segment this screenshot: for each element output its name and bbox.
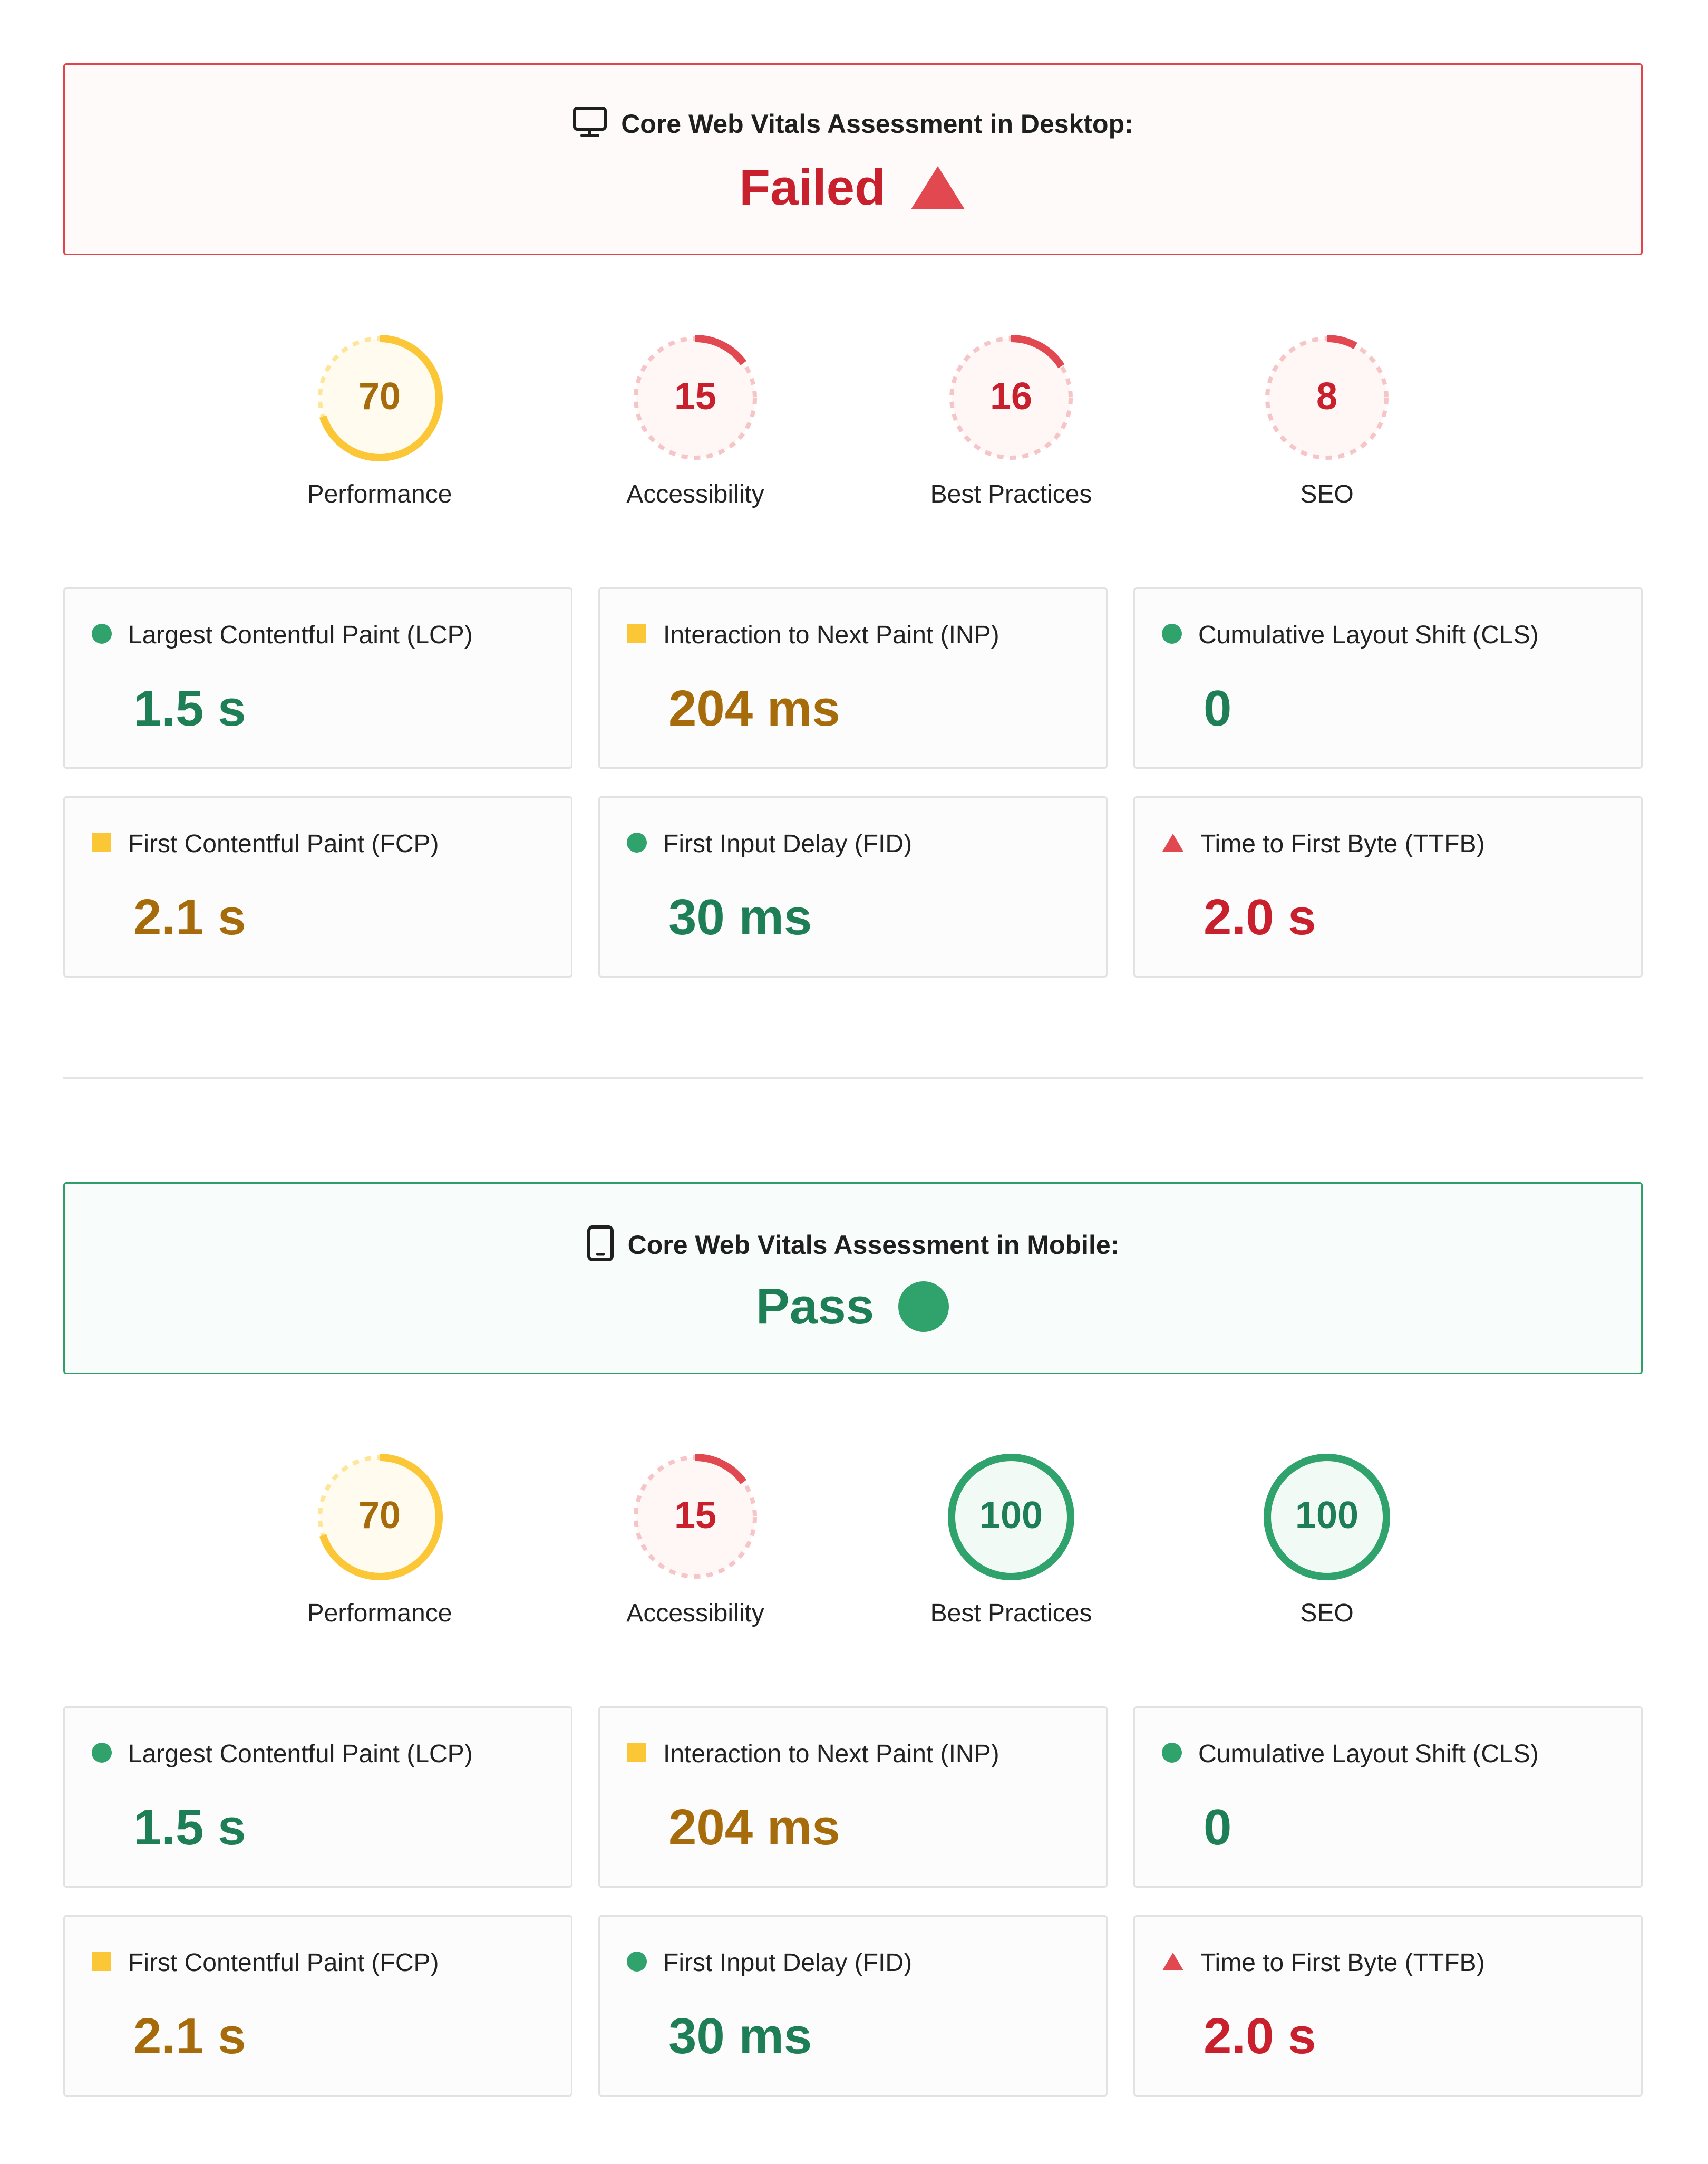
desktop-score-gauges: 70 Performance 15 Accessibility 16 Best …: [0, 332, 1708, 533]
score-gauge-best-practices: 16 Best Practices: [906, 332, 1117, 509]
metric-label: Interaction to Next Paint (INP): [663, 1740, 999, 1768]
score-gauge-best-practices: 100 Best Practices: [906, 1451, 1117, 1628]
desktop-assessment-banner: Core Web Vitals Assessment in Desktop: F…: [63, 63, 1643, 255]
section-divider: [63, 1077, 1643, 1079]
score-value: 15: [674, 375, 716, 418]
score-label: Accessibility: [626, 1599, 764, 1627]
metric-label: Cumulative Layout Shift (CLS): [1198, 621, 1539, 649]
mobile-assessment-banner: Core Web Vitals Assessment in Mobile: Pa…: [63, 1182, 1643, 1374]
metric-value: 30 ms: [668, 889, 812, 945]
warning-triangle-icon: [909, 164, 967, 211]
metric-value: 2.0 s: [1204, 889, 1316, 945]
score-value: 100: [979, 1494, 1043, 1537]
metric-card-cls: Cumulative Layout Shift (CLS) 0: [1133, 587, 1643, 769]
score-label: Performance: [307, 1599, 452, 1627]
rating-indicator-icon: [91, 1742, 112, 1766]
rating-indicator-icon: [91, 832, 112, 856]
metric-card-lcp: Largest Contentful Paint (LCP) 1.5 s: [63, 1706, 572, 1888]
metric-value: 1.5 s: [133, 680, 246, 737]
metric-value: 2.0 s: [1204, 2008, 1316, 2064]
metric-label: Cumulative Layout Shift (CLS): [1198, 1740, 1539, 1768]
metric-value: 2.1 s: [133, 2008, 246, 2064]
metric-value: 0: [1204, 680, 1232, 737]
metric-value: 30 ms: [668, 2008, 812, 2064]
mobile-assessment-title: Core Web Vitals Assessment in Mobile:: [627, 1230, 1120, 1260]
score-label: SEO: [1300, 1599, 1354, 1627]
score-value: 70: [358, 1494, 401, 1537]
score-gauge-accessibility: 15 Accessibility: [590, 332, 801, 509]
metric-label: Time to First Byte (TTFB): [1200, 830, 1485, 858]
rating-indicator-icon: [1161, 623, 1182, 647]
metric-card-ttfb: Time to First Byte (TTFB) 2.0 s: [1133, 796, 1643, 978]
metric-label: First Contentful Paint (FCP): [128, 1949, 439, 1977]
score-ring: 8: [1264, 335, 1390, 461]
metric-card-cls: Cumulative Layout Shift (CLS) 0: [1133, 1706, 1643, 1888]
score-label: Accessibility: [626, 480, 764, 508]
score-value: 70: [358, 375, 401, 418]
pass-circle-icon: [897, 1280, 950, 1333]
metric-label: Interaction to Next Paint (INP): [663, 621, 999, 649]
score-ring: 15: [632, 1454, 759, 1580]
rating-indicator-icon: [626, 623, 647, 647]
score-gauge-seo: 100 SEO: [1221, 1451, 1432, 1628]
metric-label: First Input Delay (FID): [663, 830, 913, 858]
score-ring: 70: [316, 335, 443, 461]
score-ring: 100: [1264, 1454, 1390, 1580]
mobile-assessment-status: Pass: [755, 1278, 875, 1335]
desktop-assessment-status: Failed: [739, 159, 886, 216]
metric-value: 204 ms: [668, 680, 840, 737]
metric-card-inp: Interaction to Next Paint (INP) 204 ms: [598, 587, 1108, 769]
score-ring: 100: [948, 1454, 1074, 1580]
rating-indicator-icon: [1161, 1951, 1185, 1975]
score-gauge-seo: 8 SEO: [1221, 332, 1432, 509]
metric-label: Time to First Byte (TTFB): [1200, 1949, 1485, 1977]
score-value: 8: [1316, 375, 1337, 418]
score-ring: 16: [948, 335, 1074, 461]
metric-card-lcp: Largest Contentful Paint (LCP) 1.5 s: [63, 587, 572, 769]
rating-indicator-icon: [626, 1951, 647, 1975]
metric-card-fid: First Input Delay (FID) 30 ms: [598, 796, 1108, 978]
monitor-icon: [572, 106, 607, 141]
score-value: 100: [1295, 1494, 1358, 1537]
metric-value: 0: [1204, 1799, 1232, 1856]
mobile-phone-icon: [587, 1225, 614, 1264]
score-gauge-accessibility: 15 Accessibility: [590, 1451, 801, 1628]
metric-label: First Contentful Paint (FCP): [128, 830, 439, 858]
score-value: 16: [990, 375, 1032, 418]
rating-indicator-icon: [626, 1742, 647, 1766]
rating-indicator-icon: [1161, 1742, 1182, 1766]
score-label: Performance: [307, 480, 452, 508]
metric-card-fcp: First Contentful Paint (FCP) 2.1 s: [63, 796, 572, 978]
metric-label: First Input Delay (FID): [663, 1949, 913, 1977]
rating-indicator-icon: [91, 1951, 112, 1975]
metric-card-fid: First Input Delay (FID) 30 ms: [598, 1915, 1108, 2097]
score-gauge-performance: 70 Performance: [274, 1451, 485, 1628]
score-ring: 70: [316, 1454, 443, 1580]
metric-value: 2.1 s: [133, 889, 246, 945]
metric-value: 204 ms: [668, 1799, 840, 1856]
metric-value: 1.5 s: [133, 1799, 246, 1856]
metric-card-fcp: First Contentful Paint (FCP) 2.1 s: [63, 1915, 572, 2097]
mobile-score-gauges: 70 Performance 15 Accessibility 100 Best…: [0, 1451, 1708, 1651]
metric-label: Largest Contentful Paint (LCP): [128, 1740, 473, 1768]
rating-indicator-icon: [626, 832, 647, 856]
score-gauge-performance: 70 Performance: [274, 332, 485, 509]
score-label: Best Practices: [930, 480, 1092, 508]
score-label: SEO: [1300, 480, 1354, 508]
score-ring: 15: [632, 335, 759, 461]
score-value: 15: [674, 1494, 716, 1537]
rating-indicator-icon: [91, 623, 112, 647]
score-label: Best Practices: [930, 1599, 1092, 1627]
desktop-assessment-title: Core Web Vitals Assessment in Desktop:: [621, 109, 1133, 139]
rating-indicator-icon: [1161, 832, 1185, 856]
metric-card-inp: Interaction to Next Paint (INP) 204 ms: [598, 1706, 1108, 1888]
metric-card-ttfb: Time to First Byte (TTFB) 2.0 s: [1133, 1915, 1643, 2097]
metric-label: Largest Contentful Paint (LCP): [128, 621, 473, 649]
